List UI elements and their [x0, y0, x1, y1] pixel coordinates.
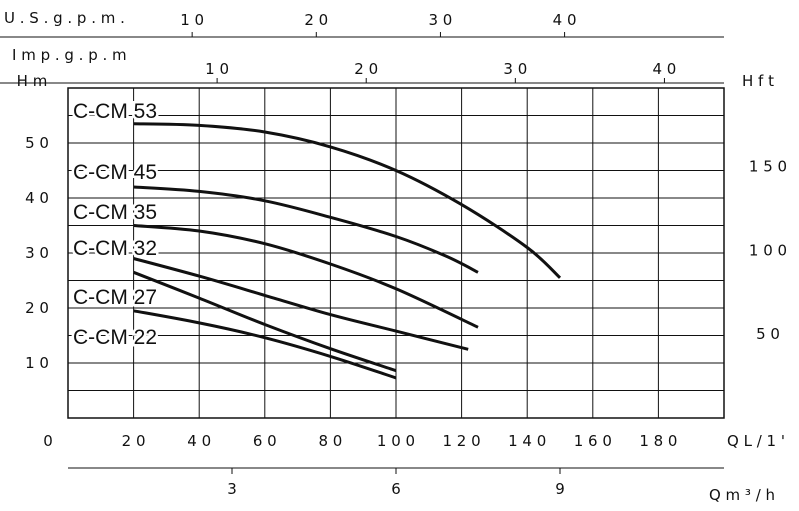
x-tick-label: 1 2 0 [443, 432, 481, 450]
top-axis-tick-label: 3 0 [503, 60, 527, 78]
x-origin-label: 0 [43, 432, 53, 450]
top-axis-tick-label: 4 0 [653, 60, 677, 78]
curve-c-cm-22 [133, 309, 397, 380]
x-tick-label: 1 8 0 [639, 432, 677, 450]
x2-tick-label: 9 [555, 480, 565, 498]
curve-label-c-cm-27: C-CM 27 [73, 286, 157, 309]
curve-label-c-cm-53: C-CM 53 [73, 100, 157, 123]
y2-tick-label: 5 0 [756, 325, 780, 343]
x-tick-label: 1 4 0 [508, 432, 546, 450]
us-gpm-label: U . S . g . p . m . [4, 9, 125, 27]
curve-c-cm-27 [133, 270, 397, 373]
curve-c-cm-53 [133, 122, 562, 279]
curve-c-cm-45 [133, 185, 479, 274]
x2-tick-label: 3 [227, 480, 237, 498]
y-tick-label: 4 0 [25, 189, 49, 207]
axes: 1 0 2 0 3 0 4 0 1 0 2 0 3 0 4 0 U . S . g . p . … [0, 9, 787, 504]
curve-labels: C-CM 53 C-CM 45 C-CM 35 C-CM 32 C-CM 27 C-CM … [71, 98, 160, 352]
x-axis-label: Q L / 1 ' [727, 432, 785, 450]
gridlines [68, 88, 724, 418]
y-tick-label: 3 0 [25, 244, 49, 262]
x-tick-label: 6 0 [253, 432, 277, 450]
top-axis-tick-label: 4 0 [553, 11, 577, 29]
x2-axis-label: Q m ³ / h [709, 486, 775, 504]
imp-gpm-label: I m p . g . p . m [12, 46, 127, 64]
x-tick-label: 1 6 0 [574, 432, 612, 450]
x2-tick-label: 6 [391, 480, 401, 498]
curves [133, 122, 562, 380]
y-tick-label: 2 0 [25, 299, 49, 317]
top-axis-tick-label: 2 0 [354, 60, 378, 78]
y-axis-label: H m [17, 72, 48, 90]
curve-c-cm-35 [133, 224, 479, 329]
curve-label-c-cm-45: C-CM 45 [73, 161, 157, 184]
curve-label-c-cm-35: C-CM 35 [73, 201, 157, 224]
y2-tick-label: 1 0 0 [749, 241, 787, 259]
y-tick-label: 5 0 [25, 134, 49, 152]
x-tick-label: 2 0 [122, 432, 146, 450]
top-axis-tick-label: 1 0 [205, 60, 229, 78]
top-axis-tick-label: 1 0 [180, 11, 204, 29]
curve-c-cm-32 [133, 257, 469, 351]
x-tick-label: 8 0 [318, 432, 342, 450]
top-axis-tick-label: 3 0 [429, 11, 453, 29]
curve-label-c-cm-22: C-CM 22 [73, 326, 157, 349]
x-tick-label: 4 0 [187, 432, 211, 450]
y-tick-label: 1 0 [25, 354, 49, 372]
top-axis-tick-label: 2 0 [304, 11, 328, 29]
y2-tick-label: 1 5 0 [749, 158, 787, 176]
x-tick-label: 1 0 0 [377, 432, 415, 450]
curve-label-c-cm-32: C-CM 32 [73, 237, 157, 260]
y2-axis-label: H f t [742, 72, 774, 90]
